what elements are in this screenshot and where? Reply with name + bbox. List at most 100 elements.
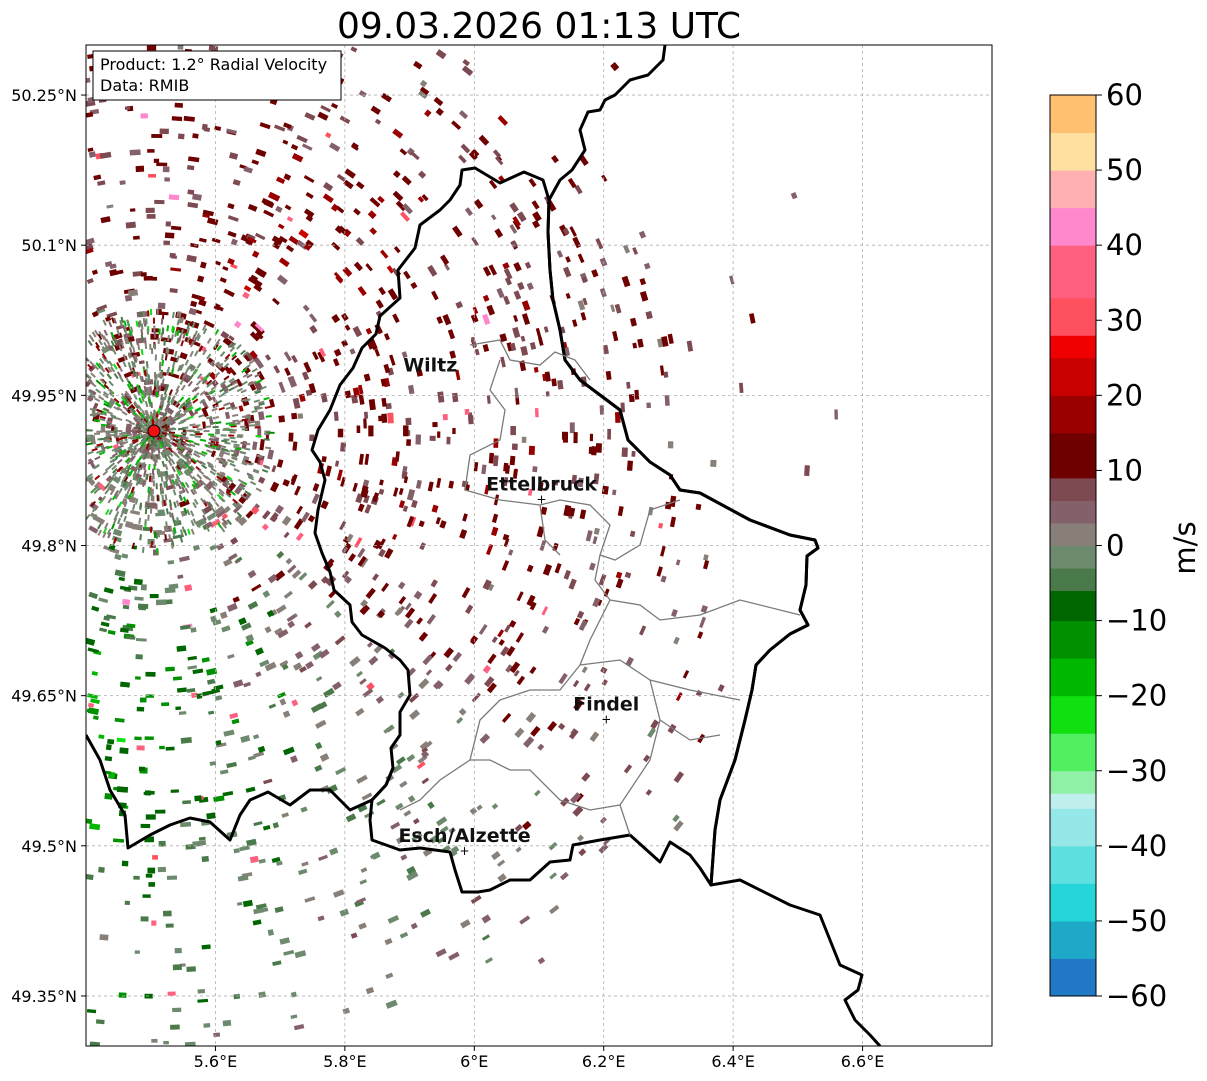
velocity-cell: [160, 318, 164, 325]
velocity-cell: [227, 215, 239, 222]
velocity-cell: [156, 380, 160, 387]
velocity-cell: [201, 508, 207, 516]
velocity-cell: [221, 439, 228, 443]
velocity-cell: [166, 444, 173, 451]
velocity-cell: [667, 441, 674, 449]
velocity-cell: [234, 515, 242, 523]
velocity-cell: [487, 583, 495, 592]
velocity-cell: [534, 408, 539, 418]
velocity-cell: [254, 323, 264, 333]
velocity-cell: [238, 485, 246, 491]
velocity-cell: [163, 1040, 169, 1045]
velocity-cell: [215, 361, 224, 369]
velocity-cell: [409, 709, 421, 720]
velocity-cell: [402, 505, 409, 512]
velocity-cell: [221, 625, 231, 633]
velocity-cell: [523, 736, 535, 748]
velocity-cell: [381, 413, 388, 423]
velocity-cell: [206, 461, 213, 467]
velocity-cell: [191, 483, 197, 490]
velocity-cell: [93, 419, 101, 423]
velocity-cell: [506, 645, 516, 657]
velocity-cell: [174, 102, 184, 108]
velocity-cell: [458, 110, 469, 120]
velocity-cell: [186, 322, 191, 330]
velocity-cell: [639, 277, 647, 286]
colorbar-tick-label: −40: [1106, 829, 1167, 863]
velocity-cell: [667, 333, 674, 345]
velocity-cell: [428, 593, 438, 604]
velocity-cell: [117, 466, 124, 473]
velocity-cell: [406, 865, 417, 875]
velocity-cell: [332, 681, 342, 691]
velocity-cell: [545, 391, 550, 397]
colorbar-band: [1050, 695, 1096, 734]
velocity-cell: [246, 838, 257, 847]
velocity-cell: [91, 506, 98, 513]
velocity-cell: [100, 425, 106, 433]
velocity-cell: [532, 211, 542, 222]
velocity-cell: [429, 835, 439, 844]
velocity-cell: [232, 679, 244, 688]
velocity-cell: [167, 335, 170, 342]
velocity-cell: [268, 398, 275, 408]
velocity-cell: [526, 594, 536, 607]
velocity-cell: [143, 469, 147, 476]
velocity-cell: [390, 821, 401, 830]
velocity-cell: [639, 290, 649, 302]
velocity-cell: [191, 457, 198, 463]
velocity-cell: [383, 333, 391, 341]
velocity-cell: [353, 208, 361, 216]
velocity-cell: [176, 311, 180, 318]
velocity-cell: [498, 639, 505, 646]
velocity-cell: [87, 460, 94, 465]
velocity-cell: [449, 350, 457, 359]
velocity-cell: [208, 441, 215, 446]
velocity-cell: [194, 795, 202, 802]
velocity-cell: [415, 434, 422, 445]
velocity-cell: [303, 208, 315, 218]
velocity-cell: [170, 458, 176, 465]
velocity-cell: [134, 354, 138, 362]
velocity-cell: [209, 389, 216, 395]
velocity-cell: [227, 203, 235, 210]
velocity-cell: [170, 368, 175, 375]
velocity-cell: [241, 428, 248, 431]
velocity-cell: [129, 448, 136, 454]
velocity-cell: [190, 365, 196, 372]
velocity-cell: [610, 304, 616, 313]
velocity-cell: [614, 303, 622, 314]
velocity-cell: [262, 590, 271, 598]
velocity-cell: [171, 116, 183, 122]
velocity-cell: [661, 336, 669, 347]
velocity-cell: [89, 393, 96, 399]
velocity-cell: [399, 931, 409, 939]
velocity-cell: [638, 230, 647, 239]
velocity-cell: [178, 555, 190, 563]
colorbar-band: [1050, 522, 1096, 546]
velocity-cell: [155, 483, 158, 490]
velocity-cell: [100, 411, 108, 416]
velocity-cell: [514, 824, 523, 832]
velocity-cell: [116, 737, 126, 743]
velocity-cell: [126, 623, 136, 628]
velocity-cell: [244, 398, 251, 403]
velocity-cell: [269, 511, 279, 523]
velocity-cell: [351, 394, 359, 404]
velocity-cell: [225, 406, 233, 410]
velocity-cell: [279, 698, 287, 706]
velocity-cell: [163, 339, 167, 346]
velocity-cell: [180, 821, 192, 828]
velocity-cell: [241, 418, 248, 422]
velocity-cell: [240, 425, 247, 428]
velocity-cell: [253, 907, 264, 915]
velocity-cell: [319, 753, 330, 762]
velocity-cell: [381, 582, 390, 592]
velocity-cell: [107, 497, 113, 504]
velocity-cell: [159, 439, 165, 446]
velocity-cell: [201, 378, 208, 385]
velocity-cell: [180, 340, 185, 347]
velocity-cell: [226, 368, 233, 374]
velocity-cell: [362, 688, 374, 698]
